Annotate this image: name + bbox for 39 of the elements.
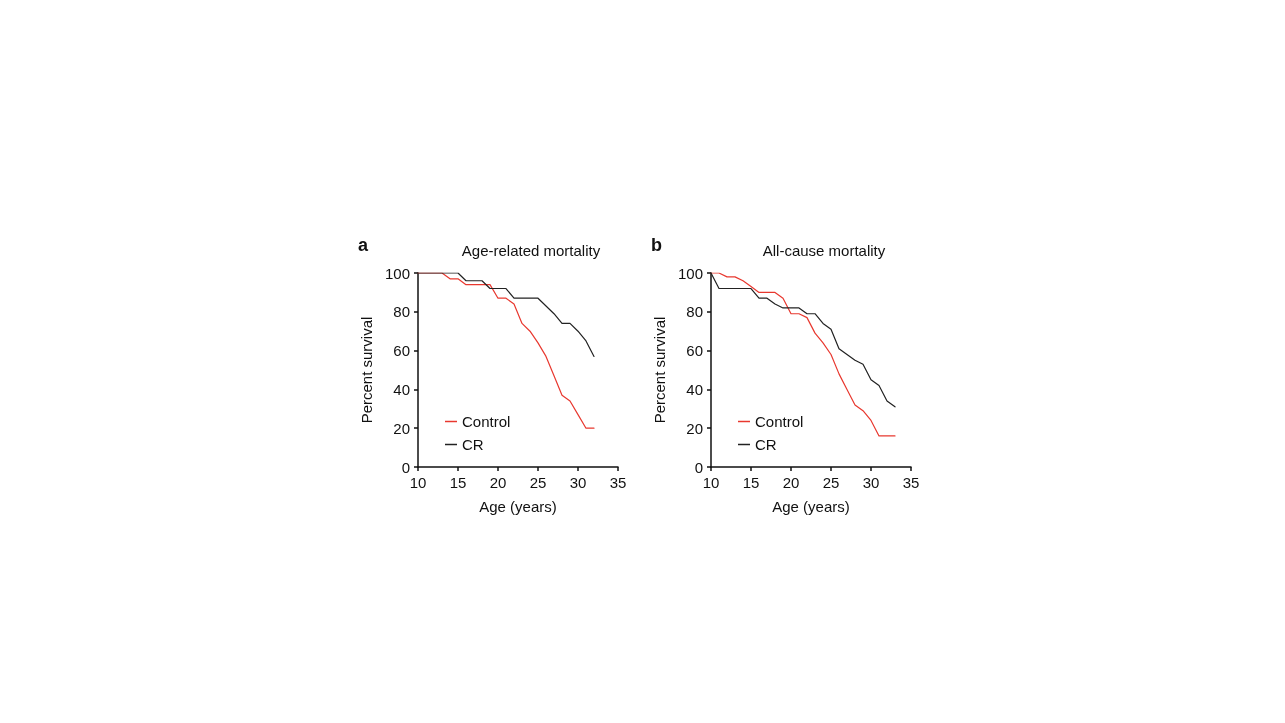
y-tick-label: 60 xyxy=(393,342,410,360)
x-tick-label: 10 xyxy=(409,474,427,491)
x-tick-label: 20 xyxy=(489,474,507,491)
x-tick-label: 20 xyxy=(782,474,800,491)
x-tick-label: 35 xyxy=(609,474,627,491)
y-axis-title: Percent survival xyxy=(651,316,669,424)
y-tick-label: 40 xyxy=(686,380,703,398)
y-tick-label: 0 xyxy=(401,458,410,476)
y-tick-label: 20 xyxy=(686,419,703,437)
y-tick-label: 0 xyxy=(694,458,703,476)
x-tick-label: 10 xyxy=(702,474,720,491)
x-tick-label: 35 xyxy=(902,474,920,491)
x-tick-label: 15 xyxy=(449,474,467,491)
legend-label: CR xyxy=(462,436,484,453)
x-tick-label: 30 xyxy=(862,474,880,491)
line-series xyxy=(417,272,595,358)
legend-label: Control xyxy=(755,413,804,430)
legend-label: Control xyxy=(462,413,511,430)
x-tick-label: 15 xyxy=(742,474,760,491)
y-tick-label: 100 xyxy=(677,264,703,282)
text: a xyxy=(358,235,369,255)
y-axis-title: Percent survival xyxy=(358,316,376,424)
y-tick-label: 100 xyxy=(384,264,410,282)
x-tick-label: 25 xyxy=(529,474,547,491)
y-tick-label: 20 xyxy=(393,419,410,437)
x-axis-title: Age (years) xyxy=(479,498,557,515)
legend-label: CR xyxy=(755,436,777,453)
line-series xyxy=(710,272,896,437)
x-tick-label: 25 xyxy=(822,474,840,491)
text: b xyxy=(651,235,662,255)
chart-title: All-cause mortality xyxy=(762,242,886,259)
y-tick-label: 40 xyxy=(393,380,410,398)
line-series xyxy=(710,272,896,408)
x-tick-label: 30 xyxy=(569,474,587,491)
y-tick-label: 80 xyxy=(686,303,703,321)
y-tick-label: 80 xyxy=(393,303,410,321)
y-tick-label: 60 xyxy=(686,342,703,360)
chart-title: Age-related mortality xyxy=(461,242,601,259)
x-axis-title: Age (years) xyxy=(772,498,850,515)
